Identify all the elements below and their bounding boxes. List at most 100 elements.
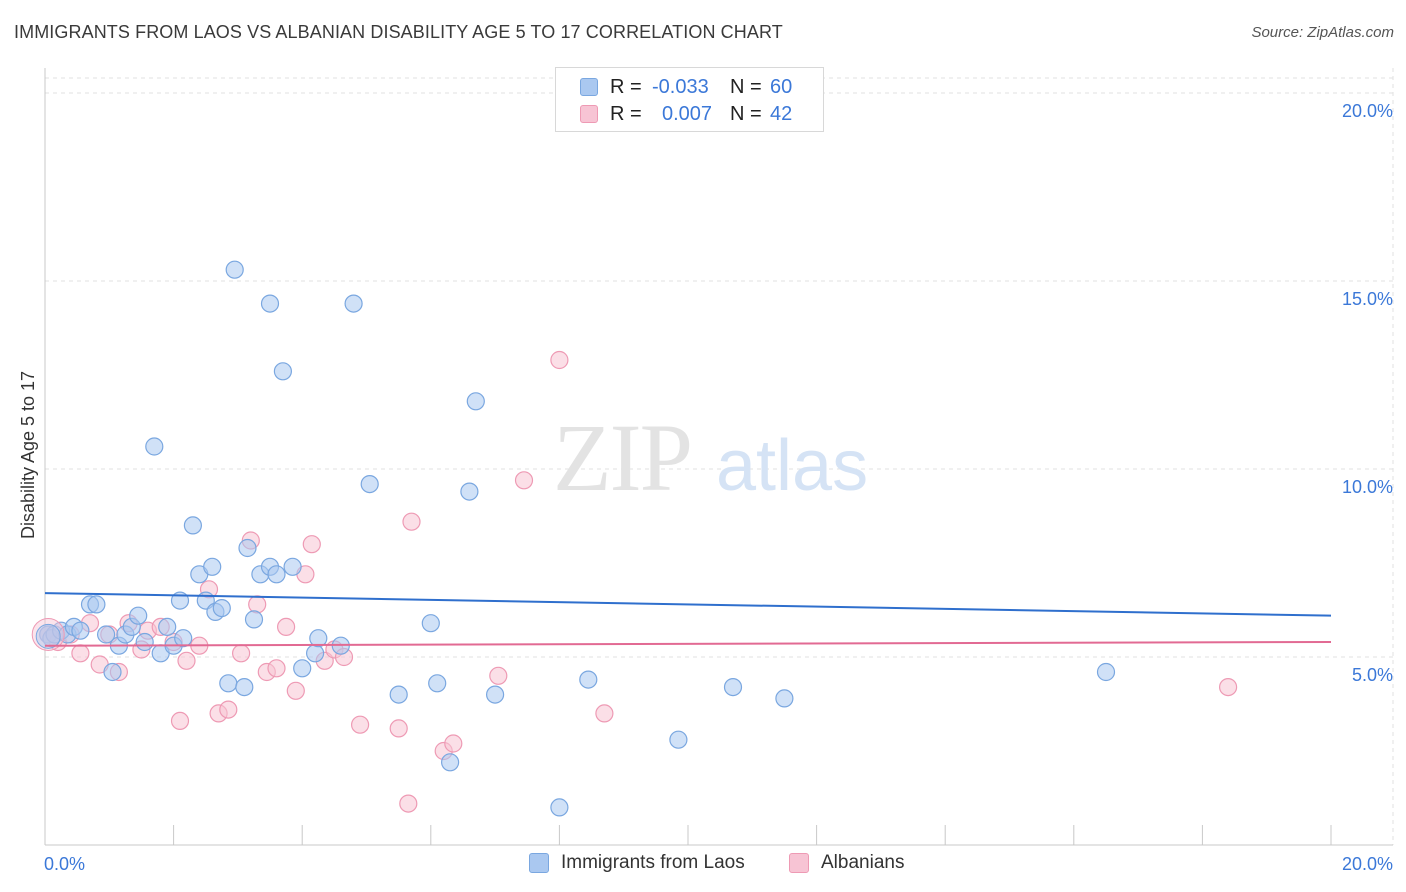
albanian-point — [170, 711, 190, 731]
laos-point — [145, 437, 164, 456]
laos-point — [267, 565, 286, 584]
albanian-point — [1218, 677, 1238, 697]
albanians-legend-swatch — [789, 853, 809, 873]
x-tick-label-min: 0.0% — [44, 854, 85, 874]
albanian-point — [399, 794, 418, 813]
laos-point — [428, 674, 447, 693]
laos-point — [1096, 662, 1116, 682]
laos-trend-line — [44, 592, 1332, 617]
y-tick-labels: 5.0% 10.0% 15.0% 20.0% — [1342, 101, 1393, 685]
albanian-point — [444, 734, 463, 753]
laos-swatch — [580, 78, 598, 96]
laos-legend-swatch — [529, 853, 549, 873]
stats-legend-row-laos: R = -0.033 N = 60 — [580, 73, 792, 101]
laos-point — [183, 516, 202, 535]
laos-point — [389, 685, 408, 704]
y-tick-label: 10.0% — [1342, 477, 1393, 497]
watermark: ZIP atlas — [553, 404, 868, 511]
x-tick-labels: 0.0% 20.0% — [44, 854, 1393, 874]
stats-legend-row-albanians: R = 0.007 N = 42 — [580, 100, 792, 128]
chart-title: IMMIGRANTS FROM LAOS VS ALBANIAN DISABIL… — [14, 22, 783, 42]
albanian-point — [248, 595, 267, 614]
laos-point — [309, 629, 328, 648]
points-layer — [31, 260, 1238, 817]
laos-point — [135, 632, 154, 652]
laos-point — [550, 798, 569, 817]
laos-point — [466, 392, 485, 411]
legend-label-albanians: Albanians — [821, 852, 905, 873]
laos-cluster-point — [35, 623, 61, 649]
laos-point — [96, 625, 116, 644]
laos-point — [203, 557, 222, 576]
albanian-trend-line — [44, 640, 1332, 647]
watermark-atlas: atlas — [716, 426, 868, 506]
laos-point — [103, 662, 122, 682]
laos-point — [460, 482, 479, 501]
watermark-zip: ZIP — [553, 404, 691, 511]
albanian-point — [286, 681, 305, 700]
albanian-point — [177, 651, 196, 670]
legend-item-albanians[interactable]: Albanians — [789, 852, 904, 874]
albanian-point — [302, 535, 321, 554]
n-label: N = — [730, 102, 762, 125]
laos-point — [486, 685, 505, 704]
albanians-swatch — [580, 105, 598, 123]
laos-point — [283, 557, 302, 576]
albanian-point — [595, 704, 614, 723]
r-label: R = — [610, 75, 642, 98]
albanian-point — [219, 700, 238, 719]
source-credit: Source: ZipAtlas.com — [1251, 24, 1394, 41]
laos-point — [579, 670, 598, 689]
laos-point — [129, 606, 148, 625]
laos-point — [212, 598, 231, 618]
albanian-point — [550, 350, 569, 370]
laos-point — [235, 677, 254, 697]
albanian-point — [402, 512, 421, 531]
albanian-point — [489, 666, 508, 685]
albanian-point — [267, 659, 286, 678]
albanian-cluster-point — [31, 617, 65, 651]
y-tick-label: 5.0% — [1352, 665, 1393, 685]
laos-point — [306, 644, 325, 663]
x-tick-label-max: 20.0% — [1342, 854, 1393, 874]
legend-item-laos[interactable]: Immigrants from Laos — [529, 852, 745, 874]
gridlines — [45, 68, 1394, 845]
laos-point — [441, 753, 460, 772]
laos-point — [260, 294, 280, 313]
y-axis-label: Disability Age 5 to 17 — [18, 371, 38, 539]
albanian-point — [71, 644, 90, 663]
legend-label-laos: Immigrants from Laos — [561, 852, 745, 873]
laos-point — [225, 260, 244, 279]
albanian-point — [351, 715, 370, 734]
albanian-point — [232, 644, 251, 663]
laos-point — [273, 362, 292, 381]
laos-point — [293, 659, 312, 678]
laos-point — [421, 614, 440, 633]
laos-point — [219, 674, 238, 693]
series-legend: Immigrants from Laos Albanians — [0, 852, 1406, 878]
albanian-point — [514, 471, 534, 490]
n-value: 60 — [770, 75, 793, 98]
laos-point — [360, 475, 379, 494]
y-tick-label: 15.0% — [1342, 289, 1393, 309]
albanian-point — [389, 719, 408, 738]
trend-lines — [44, 592, 1332, 647]
stats-legend: R = -0.033 N = 60 R = 0.007 N = 42 — [555, 67, 824, 132]
laos-point — [775, 689, 794, 708]
laos-point — [87, 595, 106, 614]
laos-point — [669, 730, 688, 749]
y-tick-label: 20.0% — [1342, 101, 1393, 121]
n-value: 42 — [770, 102, 793, 125]
r-value: -0.033 — [652, 75, 709, 98]
n-label: N = — [730, 75, 762, 98]
laos-point — [174, 629, 193, 648]
laos-point — [244, 610, 264, 629]
laos-point — [158, 617, 177, 637]
laos-point — [238, 538, 257, 558]
laos-point — [723, 677, 743, 697]
laos-point — [344, 294, 363, 313]
axes — [44, 68, 1393, 846]
r-label: R = — [610, 102, 642, 125]
laos-point — [71, 621, 90, 640]
